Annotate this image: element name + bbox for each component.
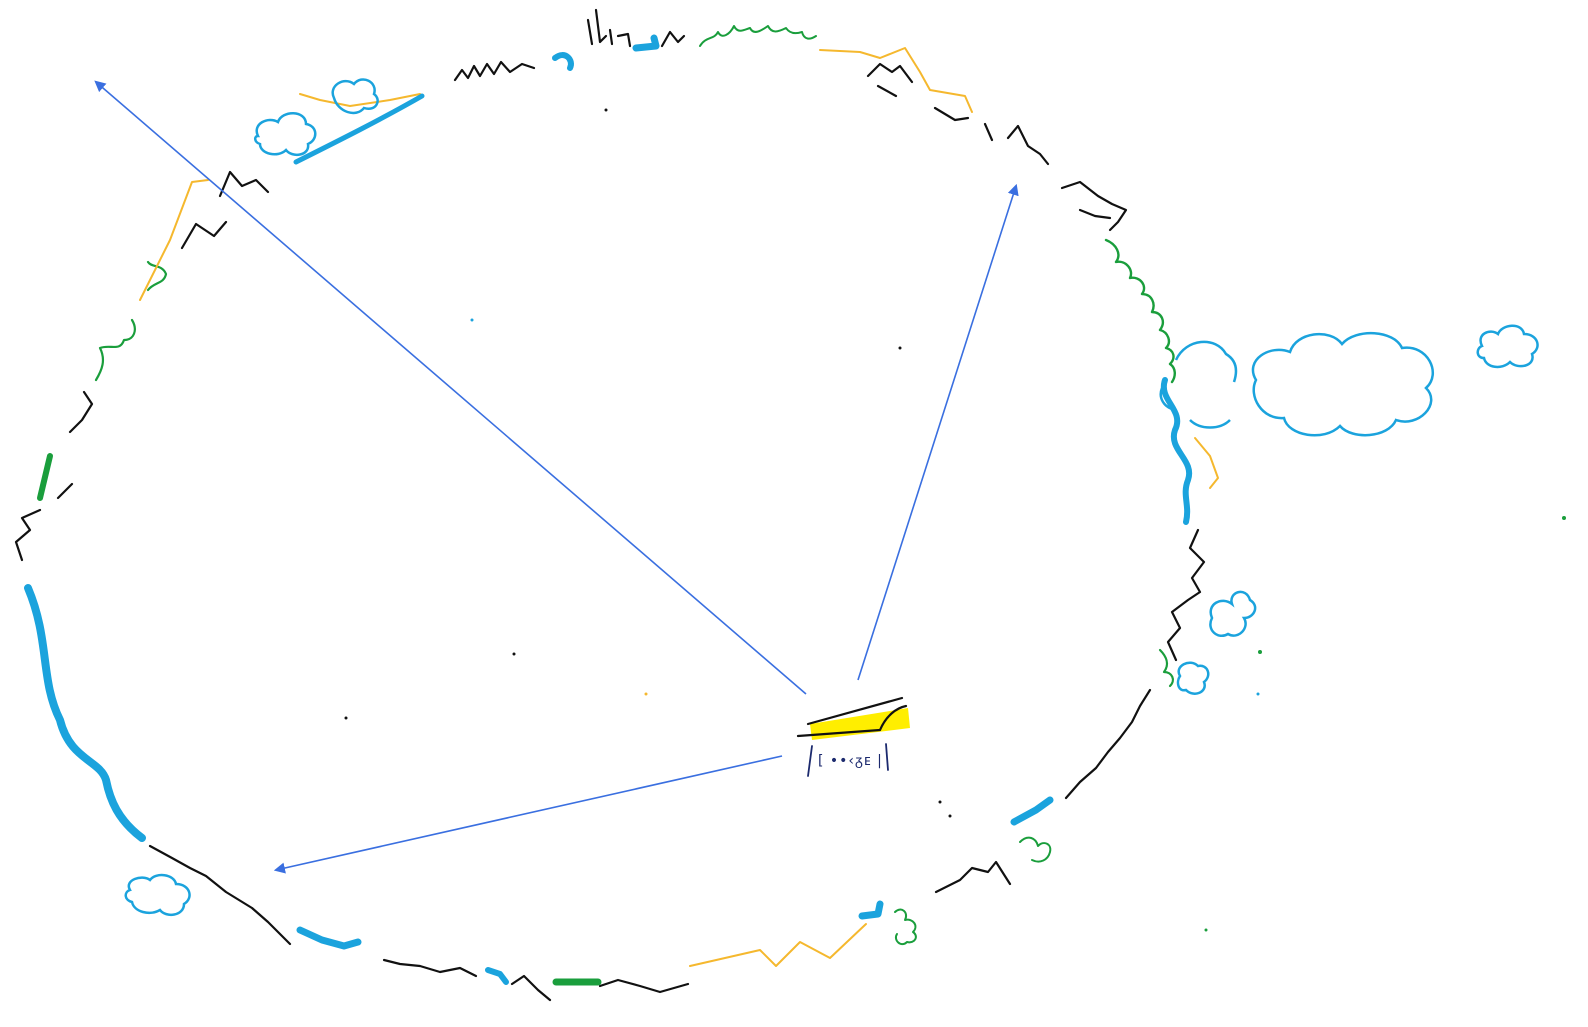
dot bbox=[1256, 692, 1260, 696]
cloud-small-far-right bbox=[1476, 324, 1539, 369]
lower-right-blue bbox=[1010, 796, 1054, 826]
right-forest bbox=[1104, 238, 1176, 384]
left-trees bbox=[94, 260, 168, 382]
top-right-houses bbox=[866, 62, 1050, 166]
cloud-large-right-left-lobe bbox=[1159, 340, 1238, 429]
arrow-to-top-left bbox=[94, 80, 807, 695]
left-lower-houses bbox=[148, 844, 292, 946]
bottom-path bbox=[689, 923, 867, 967]
dot bbox=[1204, 928, 1208, 932]
left-river bbox=[24, 584, 146, 842]
dot bbox=[1562, 516, 1566, 520]
arrows bbox=[94, 80, 1019, 874]
center-roof-line bbox=[796, 696, 908, 738]
top-hut bbox=[660, 30, 686, 48]
top-blue-river bbox=[552, 52, 574, 71]
center-handwritten-label: [ ••‹ᵹᴇ | bbox=[818, 753, 883, 769]
bottom-blue-mark bbox=[485, 967, 509, 985]
right-river bbox=[1160, 377, 1193, 525]
dot bbox=[512, 652, 516, 656]
dot bbox=[344, 716, 348, 720]
dot bbox=[938, 800, 942, 804]
arrow-to-top-right bbox=[857, 183, 1019, 681]
left-houses bbox=[14, 390, 94, 562]
dot bbox=[1258, 650, 1262, 654]
top-right-path bbox=[819, 47, 973, 113]
cloud-small-top-left bbox=[254, 78, 379, 157]
cloud-small-bottom-left bbox=[124, 873, 191, 917]
upper-left-houses bbox=[180, 170, 270, 250]
top-trees bbox=[699, 25, 817, 47]
ring-sketch bbox=[14, 8, 1219, 1002]
right-lower-trees bbox=[1158, 648, 1174, 688]
top-mountains bbox=[453, 60, 536, 82]
bottom-left-river bbox=[296, 926, 362, 950]
stray-dots bbox=[344, 108, 1566, 932]
cloud-large-right bbox=[1251, 331, 1434, 437]
right-lower-houses bbox=[1064, 528, 1206, 800]
upper-left-river bbox=[293, 93, 425, 165]
bottom-trees bbox=[894, 908, 917, 946]
dot bbox=[948, 814, 952, 818]
bottom-houses bbox=[510, 974, 690, 1002]
dot bbox=[470, 318, 474, 322]
arrow-to-bottom-left bbox=[273, 755, 783, 874]
lower-right-trees bbox=[1019, 836, 1052, 863]
cloud-small-right-mid bbox=[1176, 590, 1257, 695]
left-upper-path bbox=[139, 93, 421, 301]
bottom-left-houses bbox=[382, 958, 478, 978]
center-label-bracket bbox=[807, 743, 889, 777]
top-sign bbox=[586, 8, 632, 48]
dot bbox=[644, 692, 648, 696]
dot bbox=[604, 108, 608, 112]
center-marker bbox=[796, 696, 910, 777]
left-green-mark bbox=[37, 453, 53, 501]
dot bbox=[898, 346, 902, 350]
right-river-bank bbox=[1194, 437, 1219, 489]
lower-right-houses bbox=[934, 860, 1012, 894]
top-blue-mark bbox=[632, 34, 660, 52]
bottom-blue-square bbox=[858, 900, 884, 920]
right-upper-houses bbox=[1060, 180, 1128, 232]
center-highlight bbox=[810, 708, 910, 740]
clouds bbox=[124, 78, 1539, 917]
